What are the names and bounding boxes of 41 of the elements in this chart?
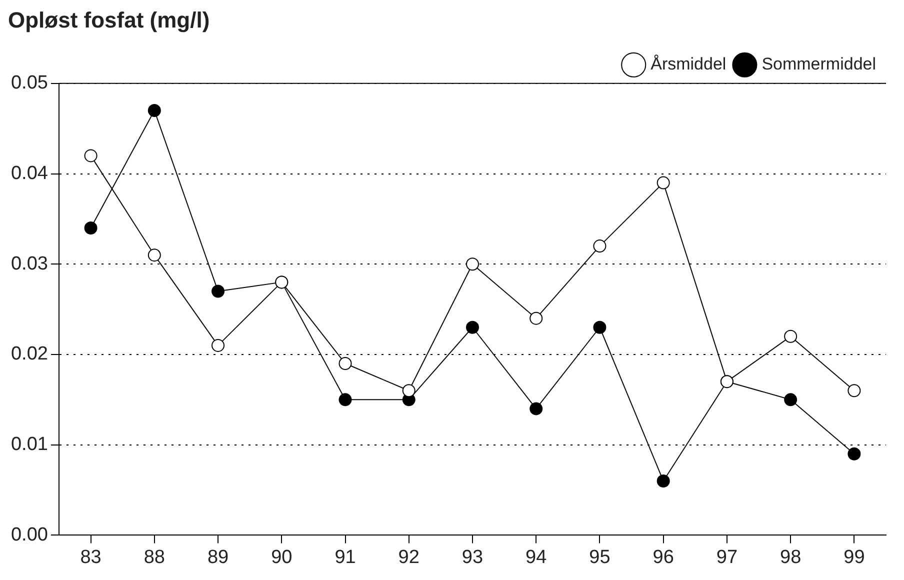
point [148,248,161,262]
point [848,447,861,460]
point [338,393,352,406]
point [656,474,670,488]
x-tick-label: 99 [844,546,865,568]
x-tick-label: 95 [589,546,610,568]
point [212,338,225,352]
y-tick-label: 0.02 [10,344,48,365]
legend-label: Årsmiddel [650,54,726,74]
x-tick-label: 90 [271,546,292,568]
x-tick-label: 94 [526,546,548,568]
x-tick-label: 97 [716,546,738,568]
x-tick-label: 83 [80,546,102,568]
point [593,240,606,253]
point [338,357,352,370]
point [784,393,798,406]
point [148,104,161,118]
x-tick-label: 88 [144,546,165,568]
point [466,258,479,271]
chart-title: Opløst fosfat (mg/l) [8,7,210,32]
y-tick-label: 0.00 [10,524,48,546]
x-tick-label: 92 [398,546,420,568]
legend-label: Sommermiddel [762,54,876,74]
x-tick-label: 98 [780,546,802,568]
y-tick-label: 0.01 [10,434,48,456]
y-tick-label: 0.05 [10,72,48,94]
point [212,284,225,298]
y-tick-label: 0.03 [10,253,48,274]
point [656,176,670,190]
point [466,320,479,334]
x-tick-label: 93 [462,546,484,568]
x-tick-label: 91 [334,546,356,568]
point [530,402,543,416]
point [593,320,606,334]
point [84,221,98,234]
y-tick-label: 0.04 [10,162,48,184]
x-tick-label: 96 [652,546,674,568]
point [402,384,416,398]
point [784,330,798,343]
point [530,312,543,325]
x-tick-label: 89 [207,546,229,568]
